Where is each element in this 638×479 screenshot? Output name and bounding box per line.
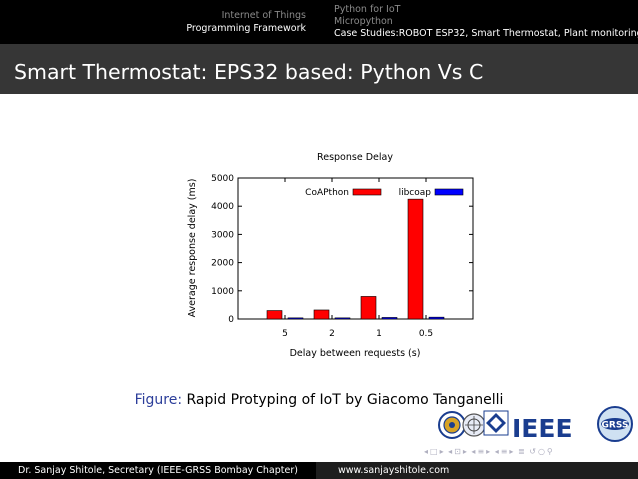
nav-next-subsection-icon[interactable]: ▸ [462, 447, 467, 456]
footer-bar: Dr. Sanjay Shitole, Secretary (IEEE-GRSS… [0, 462, 638, 479]
subsection-link-case-studies[interactable]: Case Studies:ROBOT ESP32, Smart Thermost… [334, 28, 638, 39]
legend-swatch-libcoap [434, 188, 464, 196]
section-link-iot[interactable]: Internet of Things [221, 10, 306, 21]
y-axis-label: Average response delay (ms) [187, 179, 198, 318]
footer-author: Dr. Sanjay Shitole, Secretary (IEEE-GRSS… [18, 465, 298, 476]
nav-zoom-icon[interactable]: ○ [537, 447, 545, 456]
legend-label-coapthon: CoAPthon [305, 188, 349, 198]
frame-title-bar: Smart Thermostat: EPS32 based: Python Vs… [0, 44, 638, 94]
nav-prev-doc-icon[interactable]: ◂ [494, 447, 499, 456]
nav-subsection-icon[interactable]: ⊡ [454, 447, 461, 456]
ieee-diamond-logo [483, 410, 509, 436]
y-tick-label: 4000 [211, 202, 234, 212]
footer-website: www.sanjayshitole.com [338, 465, 450, 476]
legend-swatch-coapthon [352, 188, 382, 196]
nav-next-frame-icon[interactable]: ▸ [439, 447, 444, 456]
logo-strip: IEEE GRSS [438, 406, 633, 443]
section-nav: Internet of Things Programming Framework [0, 0, 316, 44]
section-link-programming[interactable]: Programming Framework [186, 23, 306, 34]
y-tick-label: 1000 [211, 287, 234, 297]
chart-title: Response Delay [317, 152, 393, 163]
ieee-logo-text: IEEE [512, 414, 573, 443]
caption-label: Figure: [134, 392, 183, 408]
y-tick-label: 0 [228, 315, 234, 325]
grss-logo-text: GRSS [602, 421, 629, 431]
nav-prev-subsection-icon[interactable]: ◂ [448, 447, 453, 456]
y-axis: 0 1000 2000 3000 4000 5000 [211, 174, 473, 325]
bar-libcoap-2 [334, 317, 351, 320]
university-seal-logo [438, 411, 466, 439]
bar-coapthon-2 [313, 309, 330, 320]
nav-next-doc-icon[interactable]: ▸ [509, 447, 514, 456]
x-tick-label: 1 [376, 329, 382, 339]
bar-libcoap-0_5 [428, 316, 445, 320]
subsection-nav: Python for IoT Micropython Case Studies:… [334, 0, 638, 44]
navigation-symbols: ◂ □ ▸ ◂ ⊡ ▸ ◂ ≡ ▸ ◂ ≡ ▸ ≣ ↺ ○ ⚲ [424, 447, 634, 459]
grss-logo: GRSS [597, 406, 633, 442]
legend: CoAPthon libcoap [305, 188, 464, 198]
nav-prev-section-icon[interactable]: ◂ [471, 447, 476, 456]
nav-search-icon[interactable]: ↺ [529, 447, 536, 456]
bar-coapthon-1 [360, 296, 377, 320]
bar-coapthon-0_5 [407, 198, 424, 320]
frame-title: Smart Thermostat: EPS32 based: Python Vs… [14, 60, 484, 84]
subsection-link-python[interactable]: Python for IoT [334, 4, 401, 15]
footer-website-box: www.sanjayshitole.com [316, 462, 638, 479]
bars [266, 198, 445, 320]
legend-label-libcoap: libcoap [399, 188, 432, 198]
x-tick-label: 2 [329, 329, 335, 339]
response-delay-chart: Response Delay 0 1000 2000 3000 4000 5000 5 2 1… [187, 152, 474, 359]
bar-coapthon-5 [266, 310, 283, 320]
bar-libcoap-5 [287, 317, 304, 320]
y-tick-label: 2000 [211, 259, 234, 269]
nav-next-section-icon[interactable]: ▸ [486, 447, 491, 456]
nav-frame-icon[interactable]: □ [430, 447, 438, 456]
nav-magnifier-icon[interactable]: ⚲ [546, 447, 553, 456]
figure-caption: Figure: Rapid Protyping of IoT by Giacom… [0, 392, 638, 408]
caption-text: Rapid Protyping of IoT by Giacomo Tangan… [186, 392, 504, 408]
bar-libcoap-1 [381, 317, 398, 320]
x-tick-label: 0.5 [419, 329, 433, 339]
nav-prev-frame-icon[interactable]: ◂ [424, 447, 429, 456]
subsection-link-micropython[interactable]: Micropython [334, 16, 393, 27]
x-axis-label: Delay between requests (s) [290, 348, 421, 359]
x-tick-label: 5 [282, 329, 288, 339]
y-tick-label: 5000 [211, 174, 234, 184]
nav-align-icon[interactable]: ≣ [517, 447, 525, 456]
header-bar: Internet of Things Programming Framework… [0, 0, 638, 44]
institute-emblem-logo [462, 413, 486, 437]
plot-frame [237, 177, 474, 320]
x-axis: 5 2 1 0.5 [282, 178, 433, 339]
nav-section-icon[interactable]: ≡ [477, 447, 485, 456]
nav-doc-icon[interactable]: ≡ [500, 447, 508, 456]
y-tick-label: 3000 [211, 230, 234, 240]
